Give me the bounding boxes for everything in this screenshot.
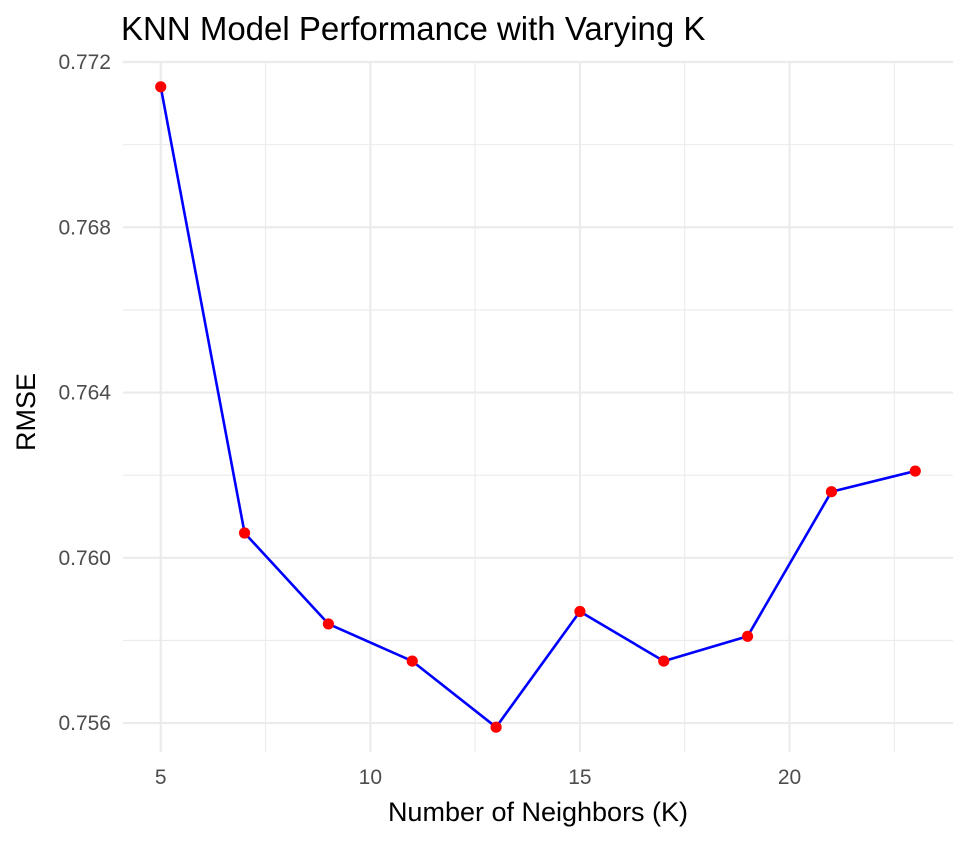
y-axis-ticks: 0.756 0.760 0.764 0.768 0.772: [58, 51, 111, 735]
data-point: [741, 630, 754, 642]
y-tick-label: 0.772: [58, 51, 111, 74]
y-tick-label: 0.756: [58, 712, 111, 735]
x-tick-label: 20: [778, 766, 801, 789]
x-tick-label: 15: [568, 766, 591, 789]
x-axis-title: Number of Neighbors (K): [388, 797, 688, 827]
data-point: [658, 655, 670, 667]
y-axis-title: RMSE: [11, 373, 41, 451]
data-point: [155, 81, 167, 93]
data-point: [574, 605, 586, 618]
x-tick-label: 5: [155, 766, 167, 789]
series-line: [159, 86, 916, 729]
data-point: [238, 527, 251, 539]
data-point: [490, 721, 502, 733]
chart-title: KNN Model Performance with Varying K: [121, 10, 705, 47]
x-tick-label: 10: [359, 766, 382, 789]
data-point: [909, 465, 921, 477]
y-tick-label: 0.760: [58, 547, 111, 570]
x-axis-ticks: 5 10 15 20: [155, 766, 801, 789]
y-tick-label: 0.764: [58, 382, 111, 405]
grid: [123, 60, 953, 752]
y-tick-label: 0.768: [58, 216, 111, 239]
data-point: [825, 486, 838, 498]
series-group: [155, 81, 921, 733]
data-point: [406, 655, 418, 667]
data-point: [322, 618, 335, 630]
